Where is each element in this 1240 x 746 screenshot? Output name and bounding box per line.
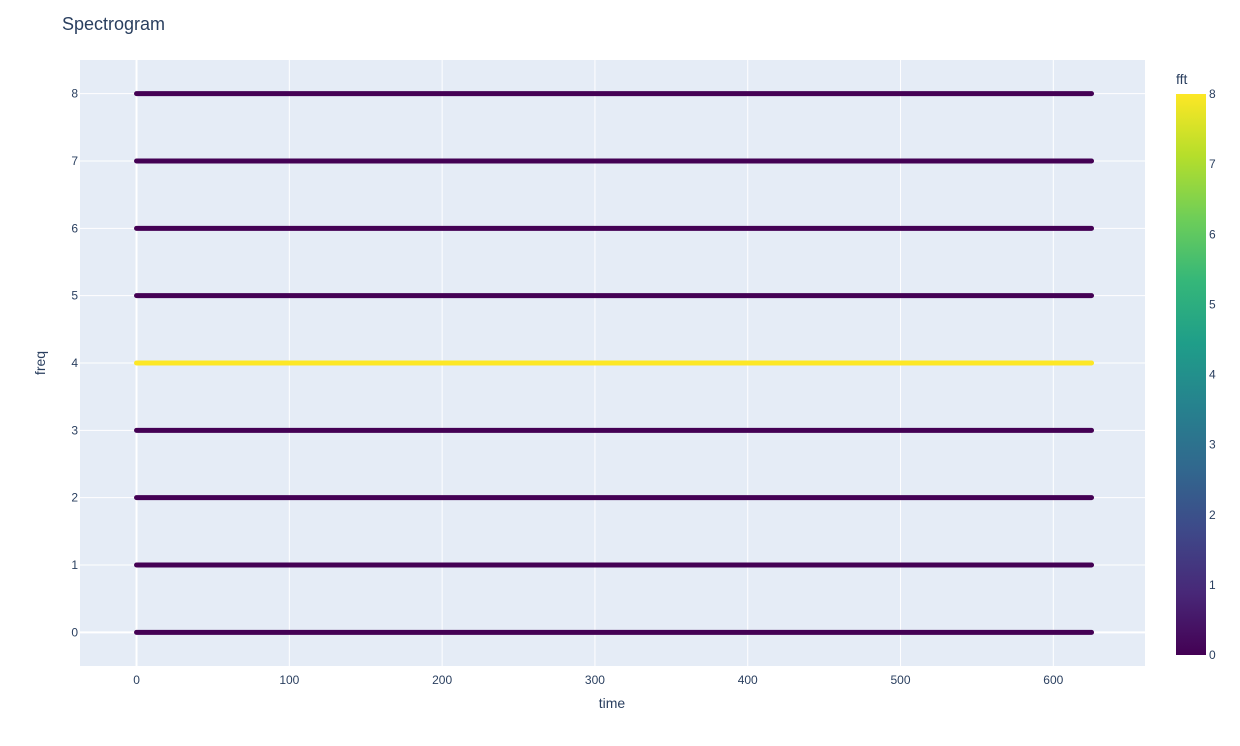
colorbar-tick-label: 1: [1209, 578, 1216, 592]
colorbar-tick-label: 2: [1209, 508, 1216, 522]
x-tick-label: 100: [279, 673, 299, 687]
y-tick-labels: 0 1 2 3 4 5 6 7 8: [71, 87, 78, 640]
colorbar: [1176, 94, 1206, 655]
y-tick-label: 1: [71, 558, 78, 572]
y-tick-label: 3: [71, 423, 78, 437]
colorbar-tick-label: 6: [1209, 227, 1216, 241]
colorbar-tick-label: 3: [1209, 438, 1216, 452]
chart-title: Spectrogram: [62, 14, 165, 34]
x-axis-label: time: [599, 695, 626, 711]
colorbar-tick-label: 7: [1209, 157, 1216, 171]
y-tick-label: 4: [71, 356, 78, 370]
y-tick-label: 0: [71, 625, 78, 639]
x-tick-label: 0: [133, 673, 140, 687]
y-tick-label: 5: [71, 289, 78, 303]
y-axis-label: freq: [32, 351, 48, 375]
x-tick-labels: 0 100 200 300 400 500 600: [133, 673, 1063, 687]
x-tick-label: 600: [1043, 673, 1063, 687]
x-tick-label: 300: [585, 673, 605, 687]
y-tick-label: 7: [71, 154, 78, 168]
x-tick-label: 200: [432, 673, 452, 687]
colorbar-tick-label: 4: [1209, 368, 1216, 382]
colorbar-tick-label: 0: [1209, 648, 1216, 662]
colorbar-title: fft: [1176, 71, 1188, 87]
x-tick-label: 500: [891, 673, 911, 687]
colorbar-tick-labels: 0 1 2 3 4 5 6 7 8: [1209, 87, 1216, 662]
colorbar-tick-label: 8: [1209, 87, 1216, 101]
colorbar-tick-label: 5: [1209, 297, 1216, 311]
y-tick-label: 8: [71, 87, 78, 101]
y-tick-label: 2: [71, 491, 78, 505]
y-tick-label: 6: [71, 221, 78, 235]
data-series: [134, 91, 1095, 635]
x-tick-label: 400: [738, 673, 758, 687]
